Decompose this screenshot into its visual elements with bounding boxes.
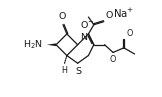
Text: O$^{-}$: O$^{-}$ [80,19,95,30]
Text: Na$^{+}$: Na$^{+}$ [113,7,134,20]
Text: H$_{2}$N: H$_{2}$N [23,39,43,51]
Polygon shape [47,43,56,46]
Text: H: H [61,66,67,74]
Text: O: O [110,55,116,64]
Text: S: S [75,67,81,76]
Text: N: N [80,33,87,42]
Text: O: O [105,11,113,20]
Text: O: O [58,12,66,21]
Text: O: O [126,29,133,38]
